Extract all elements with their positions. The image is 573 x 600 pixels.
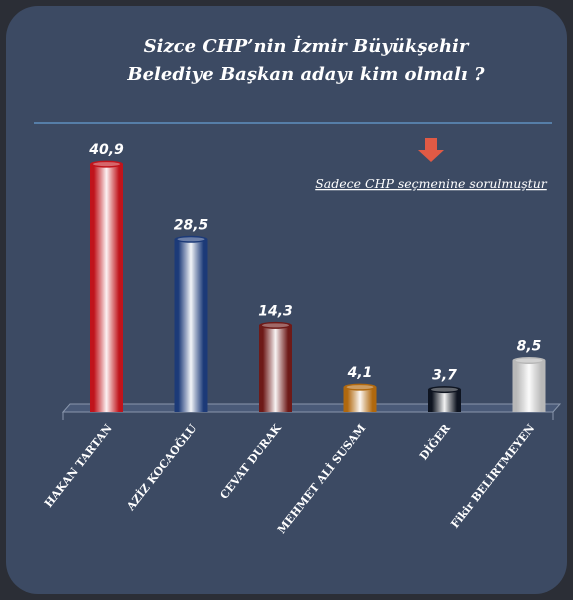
sample-note: Sadece CHP seçmenine sorulmuştur xyxy=(315,176,548,191)
arrow-down-icon xyxy=(418,138,444,162)
value-label-6: 8,5 xyxy=(517,338,542,354)
value-label-1: 40,9 xyxy=(88,142,124,158)
value-labels-group: 40,9 28,5 14,3 4,1 3,7 8,5 xyxy=(88,142,541,383)
value-label-4: 4,1 xyxy=(347,365,373,381)
bars-group xyxy=(90,160,546,412)
bar-1 xyxy=(90,160,123,412)
bar-3 xyxy=(259,321,292,412)
chart-title-line-1: Sizce CHP’nin İzmir Büyükşehir xyxy=(144,34,470,57)
chart-title-line-2: Belediye Başkan adayı kim olmalı ? xyxy=(126,64,485,85)
value-label-2: 28,5 xyxy=(174,217,209,233)
bar-5 xyxy=(428,386,461,412)
value-label-3: 14,3 xyxy=(258,303,293,319)
bar-6 xyxy=(512,356,546,412)
bar-4 xyxy=(343,383,377,412)
value-label-5: 3,7 xyxy=(432,368,457,384)
bar-2 xyxy=(174,235,208,412)
